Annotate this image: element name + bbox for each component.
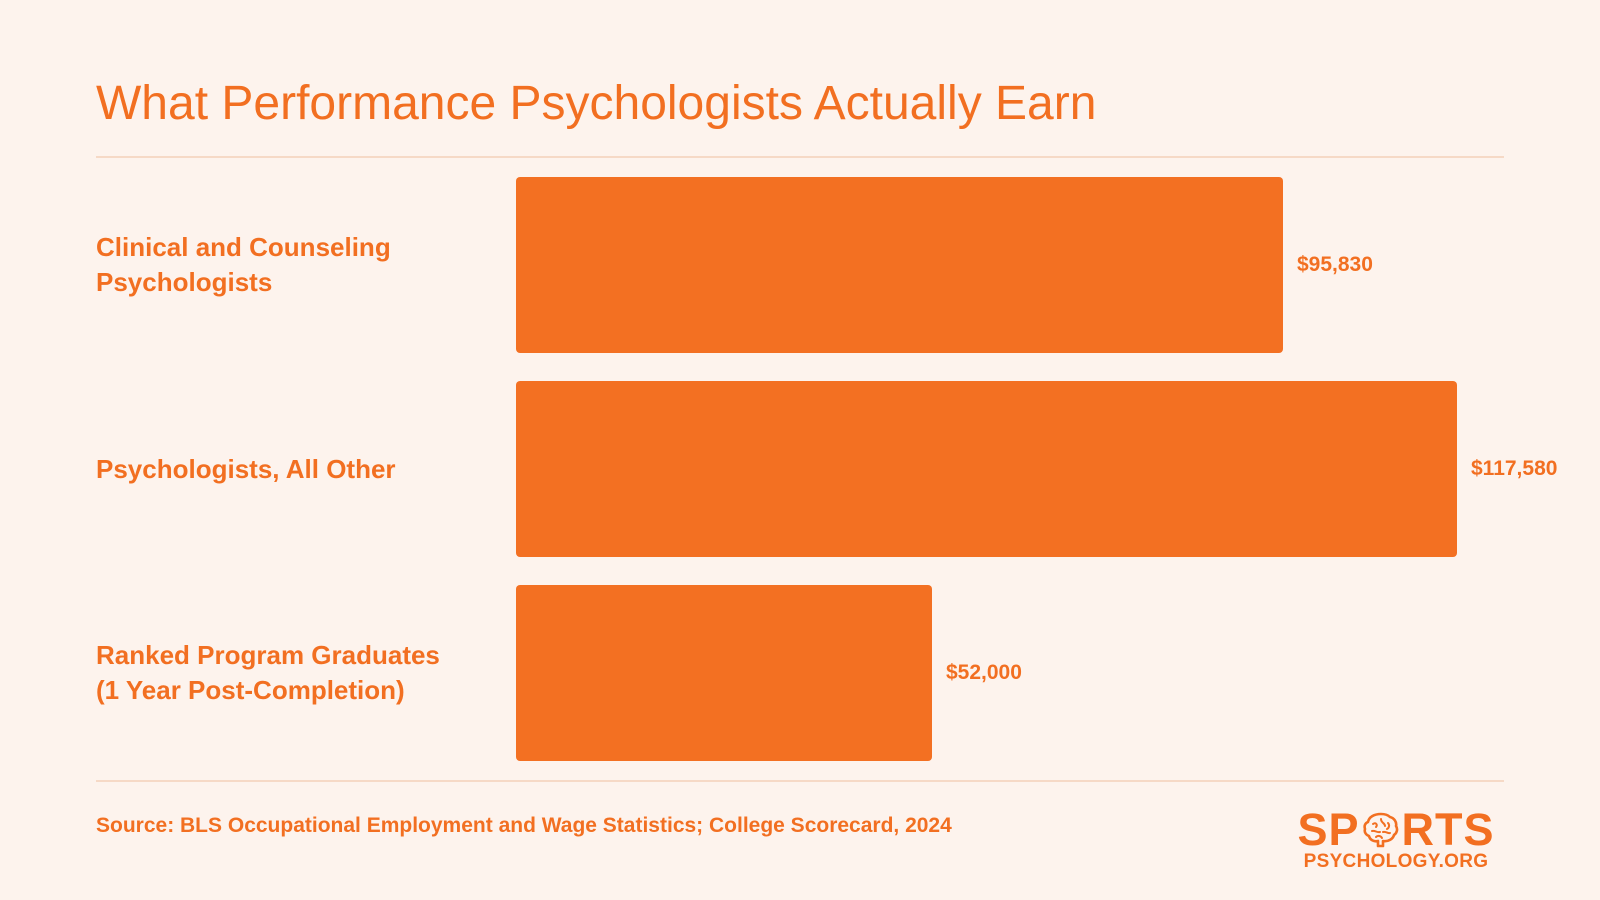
logo-text-left: SP bbox=[1297, 804, 1360, 855]
category-label-line: Ranked Program Graduates bbox=[96, 640, 440, 670]
logo-text-bottom: PSYCHOLOGY.ORG bbox=[1303, 851, 1489, 872]
bar bbox=[516, 585, 932, 761]
category-label-line: (1 Year Post-Completion) bbox=[96, 675, 405, 705]
category-label: Psychologists, All Other bbox=[96, 381, 496, 557]
category-label: Ranked Program Graduates (1 Year Post-Com… bbox=[96, 585, 496, 761]
logo-text-right: RTS bbox=[1401, 804, 1495, 855]
top-divider bbox=[96, 156, 1504, 158]
chart-title: What Performance Psychologists Actually … bbox=[96, 77, 1097, 130]
value-label: $117,580 bbox=[1471, 457, 1558, 480]
value-label: $95,830 bbox=[1297, 253, 1373, 276]
category-label-line: Psychologists bbox=[96, 267, 273, 297]
category-label-line: Psychologists, All Other bbox=[96, 453, 396, 484]
bottom-divider bbox=[96, 780, 1504, 782]
bar bbox=[516, 177, 1283, 353]
category-label: Clinical and Counseling Psychologists bbox=[96, 177, 496, 353]
sportspsychology-logo[interactable]: SP RTS PSYCHOLOGY.ORG bbox=[1296, 804, 1496, 872]
brain-icon bbox=[1362, 812, 1398, 848]
source-note: Source: BLS Occupational Employment and … bbox=[96, 814, 952, 837]
category-label-line: Clinical and Counseling bbox=[96, 232, 391, 262]
bar bbox=[516, 381, 1457, 557]
value-label: $52,000 bbox=[946, 661, 1022, 684]
